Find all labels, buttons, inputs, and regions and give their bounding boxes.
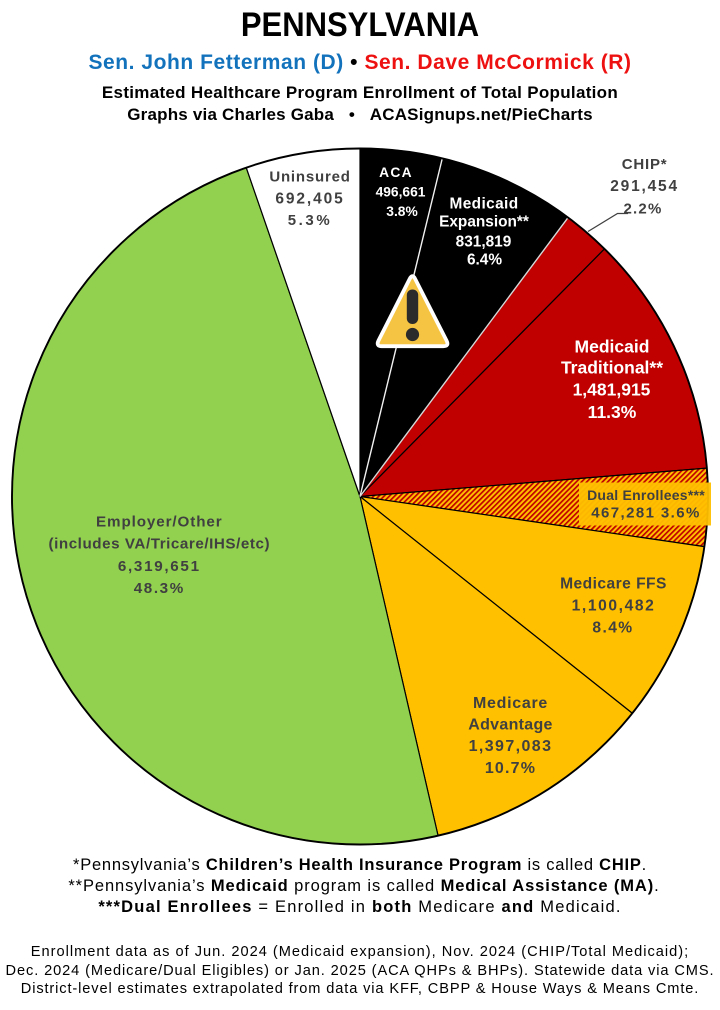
svg-text:Advantage: Advantage <box>468 717 553 734</box>
svg-text:467,281 3.6%: 467,281 3.6% <box>591 505 700 522</box>
svg-text:496,661: 496,661 <box>376 185 426 200</box>
svg-text:ACA: ACA <box>379 165 413 180</box>
svg-text:10.7%: 10.7% <box>485 760 536 777</box>
svg-text:692,405: 692,405 <box>275 190 344 207</box>
svg-text:Medicare: Medicare <box>473 695 548 712</box>
svg-text:6.4%: 6.4% <box>467 251 502 268</box>
svg-text:1,481,915: 1,481,915 <box>573 380 651 400</box>
svg-text:2.2%: 2.2% <box>624 200 663 217</box>
svg-text:8.4%: 8.4% <box>592 619 633 636</box>
svg-text:(includes VA/Tricare/IHS/etc): (includes VA/Tricare/IHS/etc) <box>48 536 270 553</box>
svg-text:Medicaid: Medicaid <box>449 195 518 212</box>
svg-text:Expansion**: Expansion** <box>439 214 529 231</box>
svg-text:Employer/Other: Employer/Other <box>96 514 223 531</box>
svg-text:5.3%: 5.3% <box>288 212 333 229</box>
svg-text:1,397,083: 1,397,083 <box>469 738 553 755</box>
svg-text:1,100,482: 1,100,482 <box>572 597 656 614</box>
svg-text:Medicare FFS: Medicare FFS <box>560 576 667 593</box>
svg-text:3.8%: 3.8% <box>386 204 417 219</box>
svg-text:291,454: 291,454 <box>610 178 679 195</box>
svg-text:48.3%: 48.3% <box>134 580 185 597</box>
svg-text:Uninsured: Uninsured <box>269 169 350 186</box>
svg-text:831,819: 831,819 <box>456 234 512 251</box>
svg-text:Dual Enrollees***: Dual Enrollees*** <box>587 487 705 503</box>
svg-text:Medicaid: Medicaid <box>575 336 650 356</box>
svg-text:Traditional**: Traditional** <box>561 357 663 377</box>
svg-text:11.3%: 11.3% <box>588 402 637 422</box>
svg-text:6,319,651: 6,319,651 <box>118 558 201 575</box>
svg-text:CHIP*: CHIP* <box>622 156 668 173</box>
